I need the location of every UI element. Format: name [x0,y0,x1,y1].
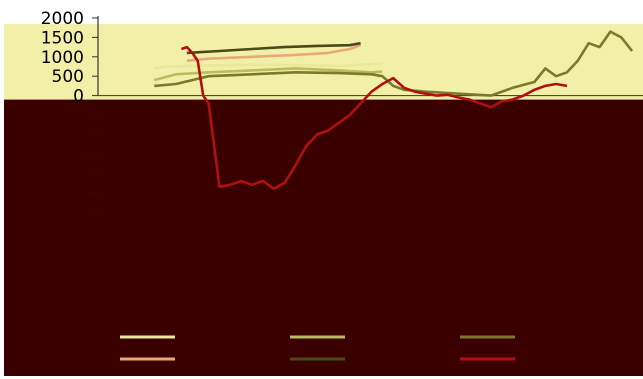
series-line [180,45,568,190]
series-line [154,62,383,70]
legend-label: 2021年 [352,350,405,368]
y-tick-label: 500 [52,67,84,87]
legend-label: 2019年 [522,328,575,346]
series-line [154,30,634,97]
y-tick-label: -2500 [35,184,84,204]
y-tick-label: -2000 [35,164,84,184]
y-tick-label: -1000 [35,125,84,145]
y-tick-label: 2000 [41,9,84,29]
legend: 2017年 2018年 2019年 2020年 2021年 2022年 [120,328,575,368]
series-lines [153,30,634,190]
series-line [153,67,383,82]
y-tick-label: 1000 [41,48,84,68]
legend-label: 2018年 [352,328,405,346]
series-line [186,43,362,62]
legend-label: 2020年 [182,350,235,368]
legend-label: 2022年 [522,350,575,368]
y-tick-label: -3000 [35,203,84,223]
y-tick-label: 1500 [41,28,84,48]
upper-band [4,24,643,100]
legend-label: 2017年 [182,328,235,346]
y-tick-label: -1500 [35,145,84,165]
y-axis: 2000150010005000-500-1000-1500-2000-2500… [35,9,643,223]
series-line [186,41,361,55]
lower-band [4,99,643,376]
y-tick-label: 0 [73,87,84,107]
y-tick-label: -500 [45,106,84,126]
